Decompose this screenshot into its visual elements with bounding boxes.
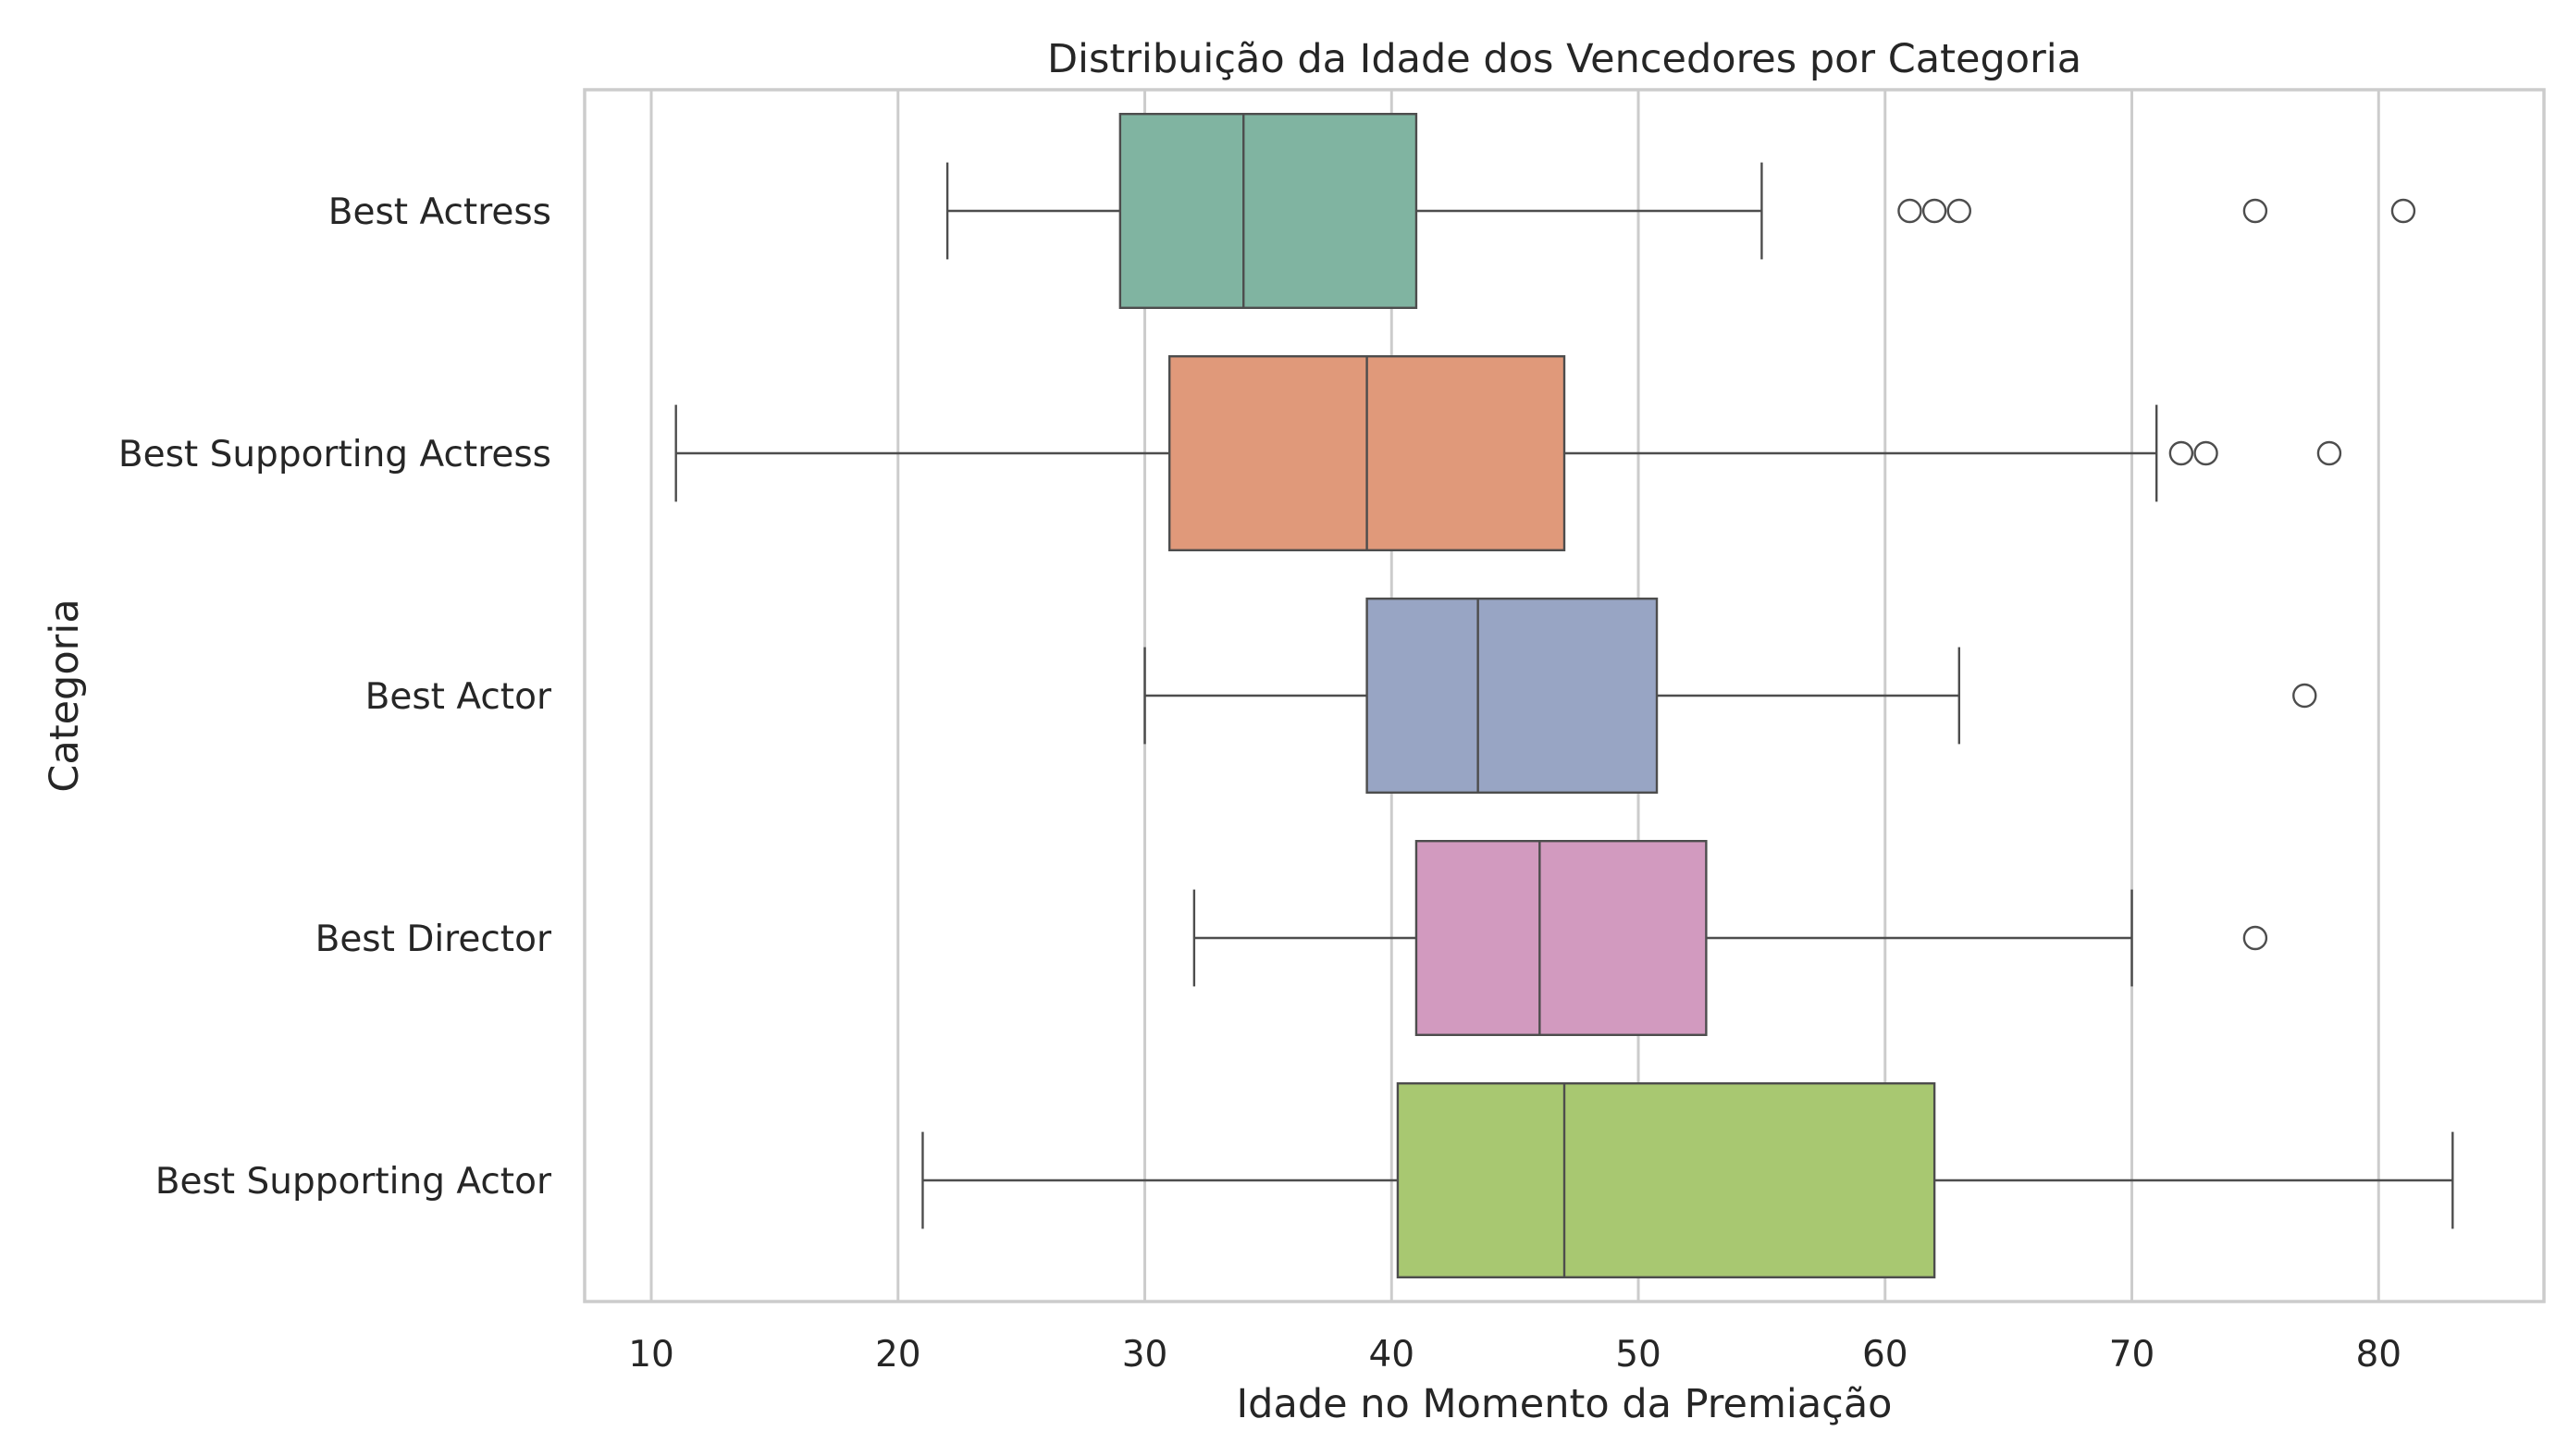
outlier-point <box>2242 198 2268 224</box>
outlier-point <box>2193 440 2218 466</box>
iqr-box <box>1396 1081 1936 1278</box>
plot-frame <box>583 88 2546 1303</box>
x-tick-label: 50 <box>1615 1334 1661 1376</box>
x-axis-title: Idade no Momento da Premiação <box>1237 1381 1893 1427</box>
iqr-box <box>1414 840 1708 1037</box>
outlier-point <box>2292 683 2317 709</box>
iqr-box <box>1365 598 1659 795</box>
x-tick-label: 20 <box>875 1334 921 1376</box>
y-category-labels: Best Actress Best Supporting Actress Best … <box>118 191 552 1203</box>
outlier-point <box>2242 925 2268 951</box>
x-tick-label: 80 <box>2355 1334 2401 1376</box>
outlier-point <box>1946 198 1972 224</box>
outlier-point <box>2390 198 2416 224</box>
y-axis-title: Categoria <box>42 598 88 792</box>
y-category-label: Best Actor <box>365 676 552 718</box>
x-tick-label: 30 <box>1122 1334 1168 1376</box>
x-tick-label: 60 <box>1862 1334 1908 1376</box>
x-tick-label: 70 <box>2109 1334 2155 1376</box>
box-group <box>674 112 2454 1278</box>
x-tick-labels: 10 20 30 40 50 60 70 80 <box>628 1334 2401 1376</box>
x-tick-label: 10 <box>628 1334 674 1376</box>
x-tick-label: 40 <box>1368 1334 1414 1376</box>
y-category-label: Best Supporting Actor <box>155 1161 552 1203</box>
iqr-box <box>1118 112 1418 310</box>
y-category-label: Best Director <box>315 919 552 960</box>
outlier-point <box>1921 198 1947 224</box>
chart-title: Distribuição da Idade dos Vencedores por… <box>1047 36 2081 82</box>
outlier-point <box>2168 440 2194 466</box>
outlier-point <box>2316 440 2342 466</box>
y-category-label: Best Supporting Actress <box>118 434 551 475</box>
y-category-label: Best Actress <box>328 191 551 233</box>
outlier-point <box>1897 198 1922 224</box>
